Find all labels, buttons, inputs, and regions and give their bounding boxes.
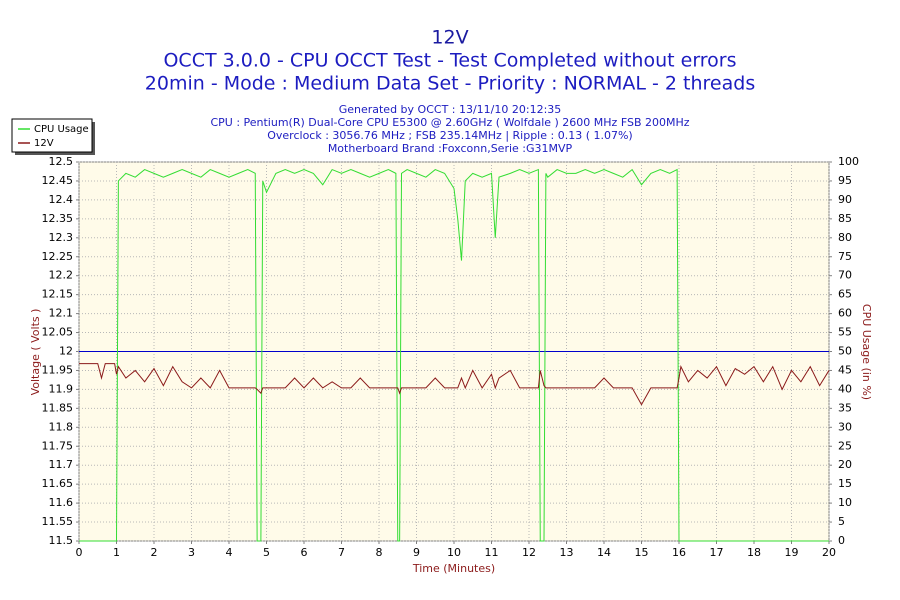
x-tick-label: 17 [710,546,724,559]
y2-axis-label: CPU Usage (in %) [860,304,873,400]
x-tick-label: 5 [263,546,270,559]
x-tick-label: 11 [485,546,499,559]
y-tick-label: 12.3 [49,231,74,244]
y2-tick-label: 60 [838,307,852,320]
y2-tick-label: 35 [838,401,852,414]
series-line [79,168,829,542]
x-tick-label: 16 [672,546,686,559]
x-tick-label: 10 [447,546,461,559]
x-tick-label: 0 [76,546,83,559]
y-tick-label: 11.9 [49,382,74,395]
y-tick-label: 12.45 [42,174,74,187]
y-tick-label: 12 [59,345,73,358]
chart-title: 12V [431,27,468,49]
y-tick-label: 11.75 [42,439,74,452]
y-tick-label: 12.4 [49,193,74,206]
y-tick-label: 12.15 [42,288,74,301]
y2-tick-label: 100 [838,155,859,168]
y2-tick-label: 80 [838,231,852,244]
y-tick-label: 12.25 [42,250,74,263]
y-tick-label: 12.5 [49,155,74,168]
info-line: Motherboard Brand :Foxconn,Serie :G31MVP [328,142,573,155]
x-tick-label: 14 [597,546,611,559]
x-tick-label: 20 [822,546,836,559]
x-tick-label: 18 [747,546,761,559]
y2-tick-label: 45 [838,363,852,376]
y-tick-label: 11.85 [42,401,74,414]
x-tick-label: 7 [338,546,345,559]
y2-tick-label: 20 [838,458,852,471]
x-tick-label: 9 [413,546,420,559]
x-tick-label: 4 [226,546,233,559]
x-tick-label: 2 [151,546,158,559]
legend-box [11,118,93,153]
y2-tick-label: 0 [838,534,845,547]
y-tick-label: 11.95 [42,363,74,376]
x-tick-label: 8 [376,546,383,559]
x-tick-label: 19 [785,546,799,559]
x-tick-label: 12 [522,546,536,559]
y2-tick-label: 55 [838,326,852,339]
y-tick-label: 12.1 [49,307,74,320]
subtitle: OCCT 3.0.0 - CPU OCCT Test - Test Comple… [163,50,736,72]
y-tick-label: 12.05 [42,326,74,339]
x-tick-label: 15 [635,546,649,559]
x-tick-label: 6 [301,546,308,559]
y2-tick-label: 65 [838,288,852,301]
info-line: Overclock : 3056.76 MHz ; FSB 235.14MHz … [267,129,632,142]
y2-tick-label: 85 [838,212,852,225]
subtitle: 20min - Mode : Medium Data Set - Priorit… [145,73,755,95]
y2-tick-label: 75 [838,250,852,263]
x-tick-label: 3 [188,546,195,559]
legend-label: CPU Usage [34,124,89,135]
y2-tick-label: 30 [838,420,852,433]
y-tick-label: 12.2 [49,269,74,282]
y-tick-label: 11.5 [49,534,74,547]
y-tick-label: 12.35 [42,212,74,225]
y-tick-label: 11.6 [49,496,74,509]
y-tick-label: 11.65 [42,477,74,490]
series-line [79,363,830,406]
y2-tick-label: 25 [838,439,852,452]
y-tick-label: 11.7 [49,458,74,471]
info-line: Generated by OCCT : 13/11/10 20:12:35 [339,103,562,116]
x-axis-label: Time (Minutes) [412,562,495,575]
y-tick-label: 11.55 [42,515,74,528]
y2-tick-label: 15 [838,477,852,490]
y2-tick-label: 70 [838,269,852,282]
legend-label: 12V [34,138,54,149]
y-axis-label: Voltage ( Volts ) [29,309,42,396]
y2-tick-label: 90 [838,193,852,206]
x-tick-label: 1 [113,546,120,559]
y2-tick-label: 10 [838,496,852,509]
y2-tick-label: 5 [838,515,845,528]
info-line: CPU : Pentium(R) Dual-Core CPU E5300 @ 2… [210,116,689,129]
y2-tick-label: 40 [838,382,852,395]
y2-tick-label: 50 [838,345,852,358]
y-tick-label: 11.8 [49,420,74,433]
x-tick-label: 13 [560,546,574,559]
y2-tick-label: 95 [838,174,852,187]
